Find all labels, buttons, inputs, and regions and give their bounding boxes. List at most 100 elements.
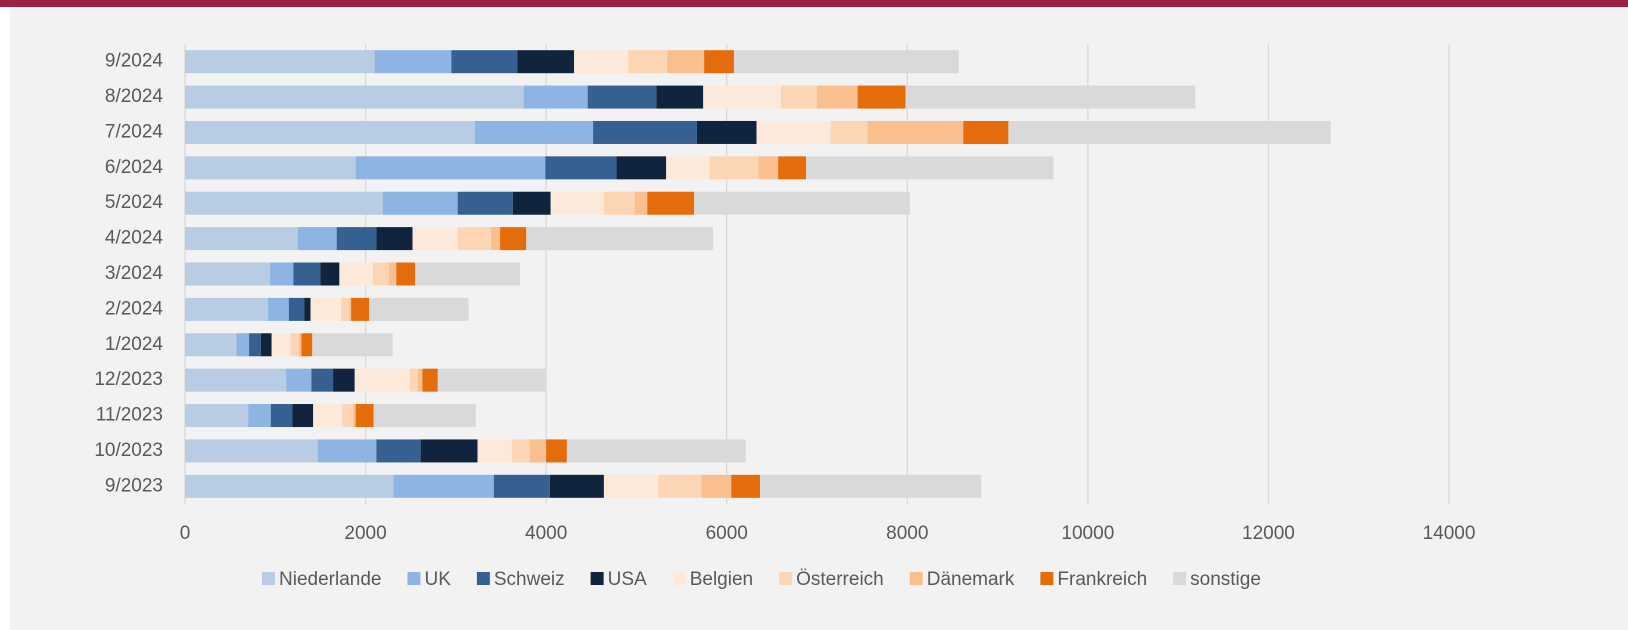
bar-segment xyxy=(352,404,356,428)
bar-segment xyxy=(603,191,635,215)
legend-label: Schweiz xyxy=(494,569,565,590)
bar-segment xyxy=(342,404,353,428)
bar-segment xyxy=(290,333,299,357)
bar-segment xyxy=(339,262,373,286)
y-tick-label: 10/2023 xyxy=(94,440,163,461)
bar-segment xyxy=(389,262,397,286)
legend-swatch xyxy=(1040,572,1054,585)
bar-segment xyxy=(185,50,375,74)
bar-segment xyxy=(382,191,458,215)
x-tick-label: 10000 xyxy=(1061,523,1114,544)
y-tick-label: 12/2023 xyxy=(94,369,163,390)
bar-segment xyxy=(701,474,732,498)
y-tick-label: 3/2024 xyxy=(105,263,164,284)
bar-segment xyxy=(393,474,494,498)
bar-segment xyxy=(355,404,374,428)
bar-segment xyxy=(806,156,1054,180)
bar-segment xyxy=(867,120,964,144)
bar-segment xyxy=(185,297,269,321)
legend-swatch xyxy=(1173,572,1187,585)
bar-segment xyxy=(185,191,383,215)
bar-segment xyxy=(270,404,293,428)
legend-swatch xyxy=(590,572,604,585)
bar-segment xyxy=(667,50,705,74)
top-bar xyxy=(0,0,1628,7)
bar-segment xyxy=(349,297,352,321)
bar-segment xyxy=(269,262,294,286)
bar-segment xyxy=(373,404,476,428)
bar-segment xyxy=(703,85,781,109)
x-tick-label: 4000 xyxy=(525,523,567,544)
x-tick-label: 2000 xyxy=(344,523,386,544)
y-tick-label: 8/2024 xyxy=(105,86,164,107)
bar-segment xyxy=(313,404,343,428)
bar-segment xyxy=(185,333,237,357)
legend-swatch xyxy=(779,572,793,585)
y-tick-label: 2/2024 xyxy=(105,298,164,319)
bar-segment xyxy=(298,333,302,357)
left-margin xyxy=(0,0,10,630)
bar-segment xyxy=(333,368,355,392)
y-tick-label: 4/2024 xyxy=(105,228,164,249)
legend-swatch xyxy=(262,572,275,585)
bar-segment xyxy=(376,439,421,463)
bar-segment xyxy=(517,50,575,74)
bar-segment xyxy=(905,85,1196,109)
bar-segment xyxy=(658,474,702,498)
bar-segment xyxy=(1008,120,1331,144)
bar-segment xyxy=(304,297,311,321)
bar-segment xyxy=(656,85,704,109)
bar-segment xyxy=(312,333,393,357)
bar-segment xyxy=(593,120,697,144)
legend-label: sonstige xyxy=(1190,569,1261,590)
legend-label: Dänemark xyxy=(927,569,1015,590)
bar-segment xyxy=(236,333,250,357)
legend-label: Belgien xyxy=(690,569,753,590)
bar-segment xyxy=(376,227,413,251)
bar-segment xyxy=(185,120,475,144)
bar-segment xyxy=(185,439,318,463)
bar-segment xyxy=(271,333,291,357)
bar-segment xyxy=(415,262,520,286)
bar-segment xyxy=(369,297,469,321)
bar-segment xyxy=(603,474,659,498)
bar-segment xyxy=(293,262,321,286)
legend-swatch xyxy=(672,572,686,585)
bar-segment xyxy=(396,262,416,286)
bar-segment xyxy=(830,120,868,144)
bar-segment xyxy=(417,368,423,392)
legend-swatch xyxy=(407,572,421,585)
bar-segment xyxy=(666,156,710,180)
bar-segment xyxy=(587,85,657,109)
bar-segment xyxy=(457,227,492,251)
bar-segment xyxy=(248,404,271,428)
legend-label: Frankreich xyxy=(1057,569,1147,590)
legend-swatch xyxy=(476,572,490,585)
bar-segment xyxy=(491,227,501,251)
bar-segment xyxy=(550,191,604,215)
bar-segment xyxy=(185,368,287,392)
bar-segment xyxy=(758,156,779,180)
y-tick-label: 5/2024 xyxy=(105,192,164,213)
bar-segment xyxy=(756,120,831,144)
bar-segment xyxy=(354,368,410,392)
bar-segment xyxy=(420,439,478,463)
bar-segment xyxy=(260,333,272,357)
bar-segment xyxy=(817,85,858,109)
bar-segment xyxy=(341,297,350,321)
legend-label: USA xyxy=(608,569,647,590)
bar-segment xyxy=(647,191,695,215)
bar-segment xyxy=(317,439,377,463)
bar-segment xyxy=(696,120,757,144)
bar-segment xyxy=(301,333,313,357)
bar-segment xyxy=(778,156,807,180)
bar-segment xyxy=(709,156,759,180)
bar-segment xyxy=(351,297,370,321)
legend-swatch xyxy=(909,572,923,585)
bar-segment xyxy=(249,333,261,357)
bar-segment xyxy=(549,474,604,498)
x-tick-label: 14000 xyxy=(1423,523,1476,544)
legend-label: Österreich xyxy=(796,569,884,590)
bar-segment xyxy=(511,439,530,463)
